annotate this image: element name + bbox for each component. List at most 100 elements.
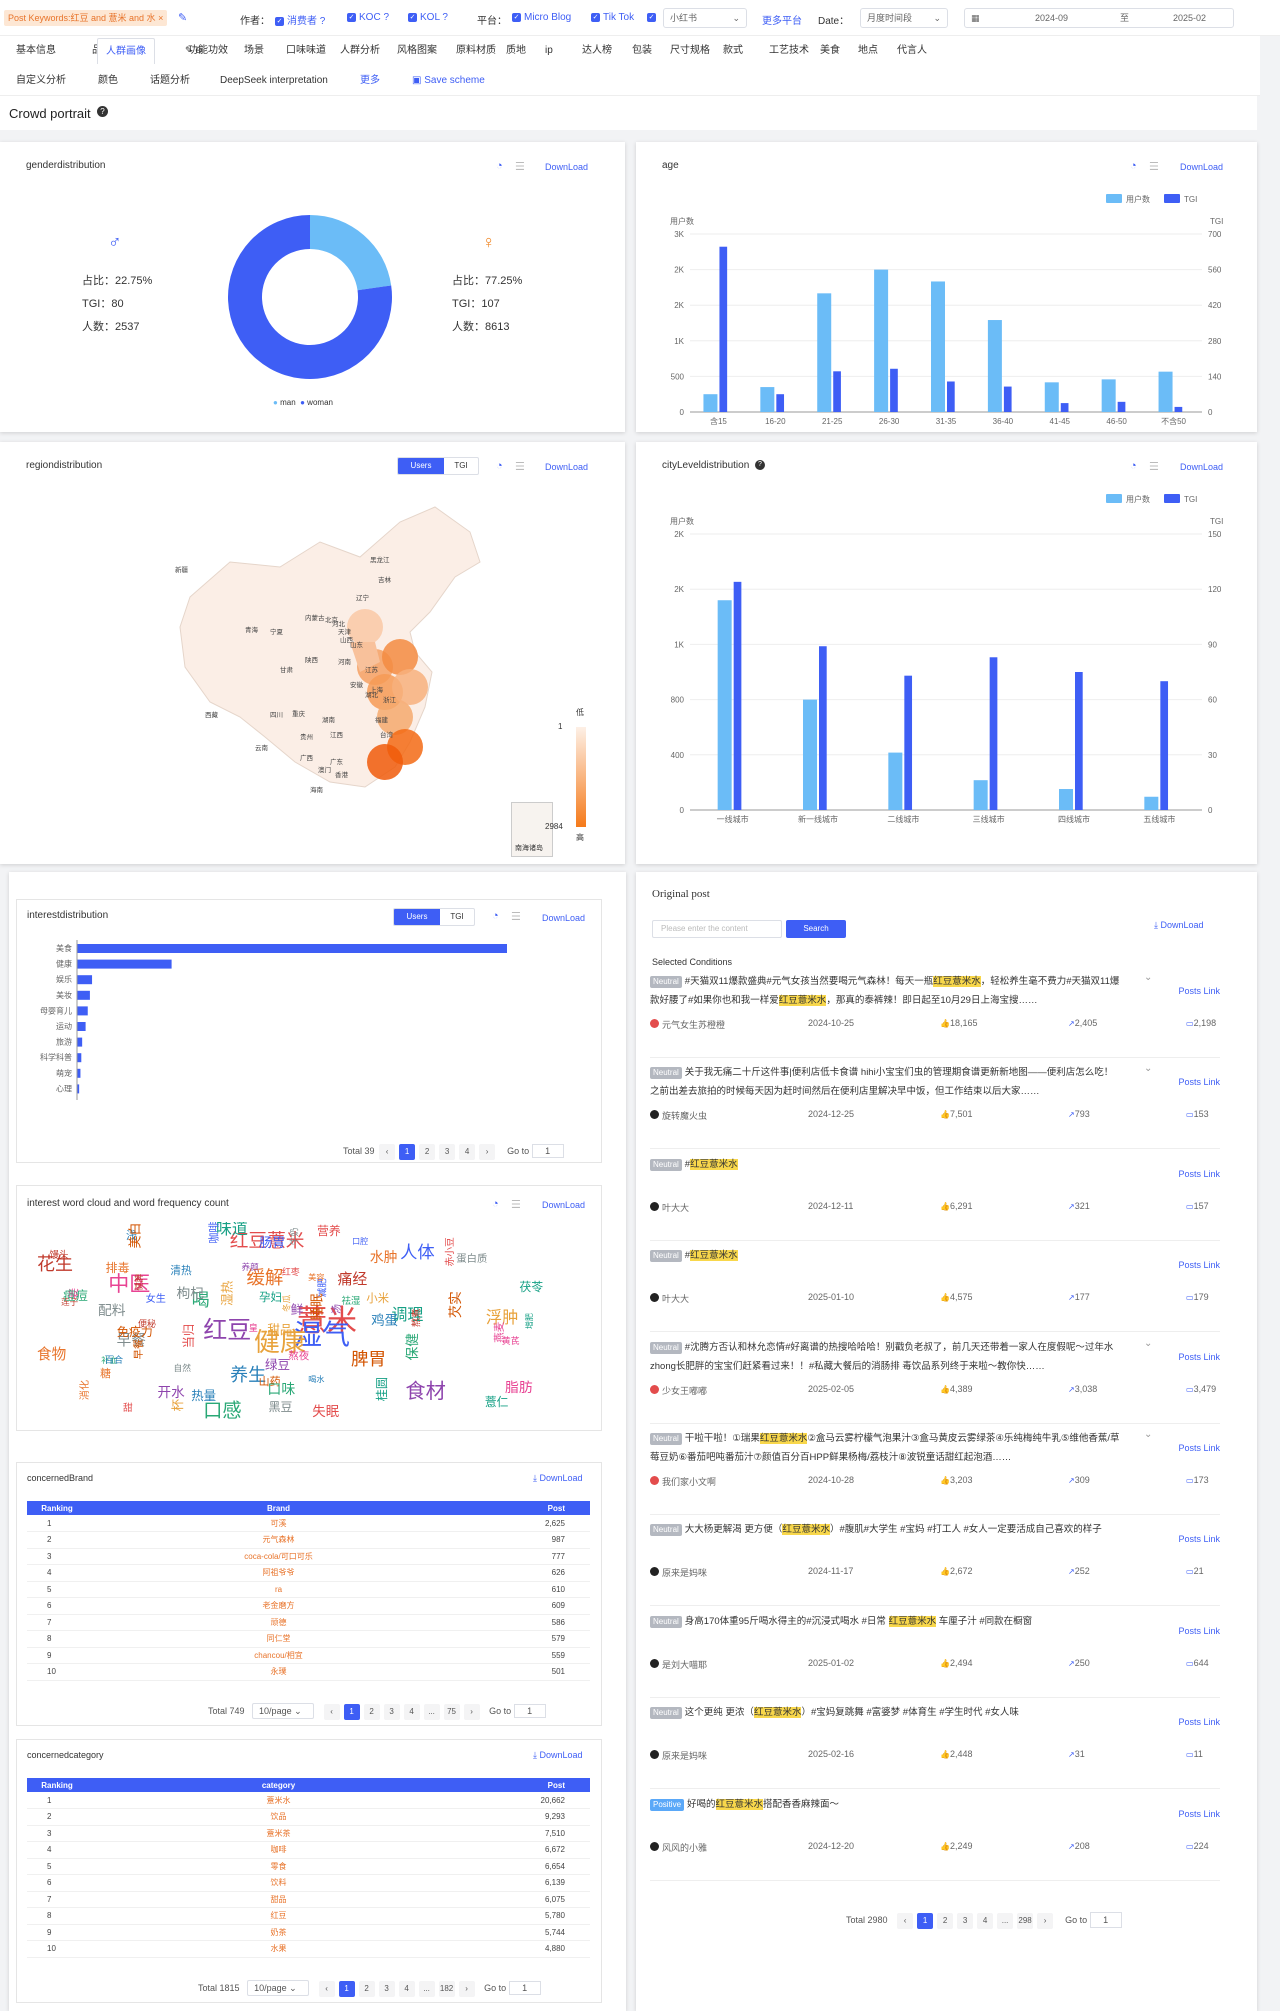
name-cell[interactable]: 顽德	[87, 1614, 470, 1631]
tab-12[interactable]: 包装	[632, 45, 652, 56]
platform-select[interactable]: 小红书 ⌄	[663, 8, 747, 28]
tab-15[interactable]: 工艺技术	[769, 45, 809, 56]
word-cloud-word[interactable]: 养生	[230, 1364, 267, 1385]
word-cloud-word[interactable]: 鲜	[290, 1303, 304, 1318]
page-button[interactable]: 4	[977, 1913, 994, 1929]
name-cell[interactable]: coca-cola/可口可乐	[87, 1548, 470, 1565]
word-cloud-word[interactable]: 湿热	[219, 1280, 234, 1306]
platform-tiktok-checkbox[interactable]: ✓ Tik Tok	[591, 12, 635, 23]
date-start[interactable]: 2024-09	[1035, 13, 1069, 23]
tab-more-2[interactable]: 话题分析	[150, 75, 190, 86]
author-kol-checkbox[interactable]: ✓ KOL ?	[408, 12, 448, 23]
post-author[interactable]: 风风的小雅	[662, 1842, 708, 1853]
name-cell[interactable]: 奶茶	[87, 1924, 470, 1941]
table-row[interactable]: 7 顽德 586	[27, 1614, 590, 1631]
color-scale-bar[interactable]	[576, 727, 586, 827]
tab-11[interactable]: 达人榜	[582, 45, 612, 56]
table-icon[interactable]: ☰	[511, 1199, 521, 1211]
word-cloud-word[interactable]: 花生	[37, 1254, 73, 1275]
map-icon[interactable]: ◔	[496, 460, 503, 472]
table-row[interactable]: 8 同仁堂 579	[27, 1630, 590, 1648]
table-row[interactable]: 1 可溪 2,625	[27, 1515, 590, 1532]
tab-4[interactable]: 场景	[244, 45, 264, 56]
word-cloud-word[interactable]: 保健	[404, 1333, 420, 1361]
word-cloud-word[interactable]: 喝	[191, 1290, 210, 1311]
table-icon[interactable]: ☰	[1149, 461, 1159, 473]
tab-0[interactable]: 基本信息	[16, 45, 56, 56]
word-cloud-word[interactable]: 人体	[400, 1242, 435, 1263]
tab-6[interactable]: 人群分析	[340, 45, 380, 56]
goto-page-input[interactable]: 1	[531, 1144, 564, 1158]
table-row[interactable]: 8 红豆 5,780	[27, 1907, 590, 1925]
word-cloud-word[interactable]: 甜	[123, 1403, 133, 1415]
posts-link[interactable]: Posts Link	[1178, 986, 1220, 996]
page-ellipsis[interactable]: ...	[423, 1704, 440, 1720]
name-cell[interactable]: 元气森林	[87, 1531, 470, 1549]
post-author[interactable]: 原来是妈咪	[662, 1751, 708, 1762]
word-cloud-word[interactable]: 口味	[267, 1381, 296, 1398]
word-cloud-word[interactable]: 咖啡	[208, 1222, 221, 1244]
col-header[interactable]: category	[87, 1778, 470, 1792]
word-cloud-word[interactable]: 睡眠	[309, 1293, 325, 1321]
toggle-users[interactable]: Users	[394, 909, 440, 925]
table-icon[interactable]: ☰	[515, 461, 525, 473]
help-icon[interactable]: ?	[755, 460, 765, 470]
tab-14[interactable]: 款式	[723, 45, 743, 56]
chevron-down-icon[interactable]: ⌄	[1144, 972, 1153, 983]
word-cloud-word[interactable]: 免疫力	[116, 1324, 153, 1339]
word-cloud-word[interactable]: 女生	[145, 1293, 166, 1305]
word-cloud-word[interactable]: 自然	[173, 1362, 192, 1373]
page-button[interactable]: 4	[459, 1144, 476, 1160]
name-cell[interactable]: 饮品	[87, 1808, 470, 1826]
download-button[interactable]: ⤓ DownLoad	[533, 1750, 583, 1760]
table-row[interactable]: 9 chancou/相宜 559	[27, 1647, 590, 1664]
word-cloud-word[interactable]: 红枣	[281, 1267, 300, 1278]
tab-more-4[interactable]: 更多	[360, 75, 380, 86]
word-cloud-word[interactable]: 失眠	[312, 1404, 340, 1420]
posts-link[interactable]: Posts Link	[1178, 1625, 1220, 1636]
name-cell[interactable]: 红豆	[87, 1907, 470, 1925]
next-page-button[interactable]: ›	[463, 1704, 480, 1720]
goto-page-input[interactable]: 1	[508, 1981, 541, 1995]
chevron-down-icon[interactable]: ⌄	[1144, 1429, 1153, 1440]
word-cloud-word[interactable]: 莲子	[61, 1297, 79, 1308]
toggle-users[interactable]: Users	[398, 458, 444, 474]
col-header[interactable]: Brand	[87, 1501, 470, 1515]
col-header[interactable]: Post	[470, 1501, 590, 1515]
post-author[interactable]: 旋转魔火虫	[662, 1111, 708, 1122]
page-button[interactable]: 75	[443, 1704, 460, 1720]
word-cloud-word[interactable]: 黄芪	[501, 1335, 520, 1346]
download-button[interactable]: DownLoad	[1180, 462, 1224, 472]
next-page-button[interactable]: ›	[458, 1981, 475, 1997]
table-row[interactable]: 9 奶茶 5,744	[27, 1924, 590, 1941]
bar-chart-icon[interactable]: ◔	[1130, 460, 1137, 472]
word-cloud-word[interactable]: 配料	[97, 1302, 126, 1319]
download-button[interactable]: DownLoad	[545, 462, 589, 472]
word-cloud-word[interactable]: 杯	[170, 1398, 185, 1412]
more-platforms-link[interactable]: 更多平台	[762, 16, 802, 27]
word-cloud-word[interactable]: 喝水	[308, 1374, 325, 1384]
name-cell[interactable]: 零食	[87, 1858, 470, 1875]
tab-3[interactable]: 功能功效	[188, 45, 228, 56]
table-icon[interactable]: ☰	[511, 911, 521, 923]
tab-2[interactable]: 人群画像	[97, 38, 155, 64]
goto-page-input[interactable]: 1	[1089, 1912, 1122, 1928]
page-button[interactable]: 1	[338, 1981, 355, 1997]
table-row[interactable]: 4 咖啡 6,672	[27, 1841, 590, 1859]
download-button[interactable]: DownLoad	[545, 162, 589, 172]
word-cloud-word[interactable]: 脂肪	[505, 1379, 533, 1396]
download-button[interactable]: ⤓ DownLoad	[533, 1473, 583, 1483]
word-cloud-word[interactable]: 小米	[366, 1293, 390, 1306]
page-button[interactable]: 2	[419, 1144, 436, 1160]
table-row[interactable]: 6 老金磨方 609	[27, 1597, 590, 1615]
word-cloud-word[interactable]: 调理	[391, 1306, 424, 1324]
word-cloud-word[interactable]: 山药	[258, 1376, 281, 1389]
posts-link[interactable]: Posts Link	[1178, 1168, 1220, 1179]
name-cell[interactable]: 同仁堂	[87, 1630, 470, 1648]
col-header[interactable]: Post	[470, 1778, 590, 1792]
download-button[interactable]: DownLoad	[542, 1200, 586, 1210]
word-cloud-word[interactable]: 浅	[125, 1230, 137, 1243]
name-cell[interactable]: 水果	[87, 1940, 470, 1958]
page-ellipsis[interactable]: ...	[418, 1981, 435, 1997]
word-cloud-word[interactable]: 牛奶	[289, 1227, 300, 1245]
